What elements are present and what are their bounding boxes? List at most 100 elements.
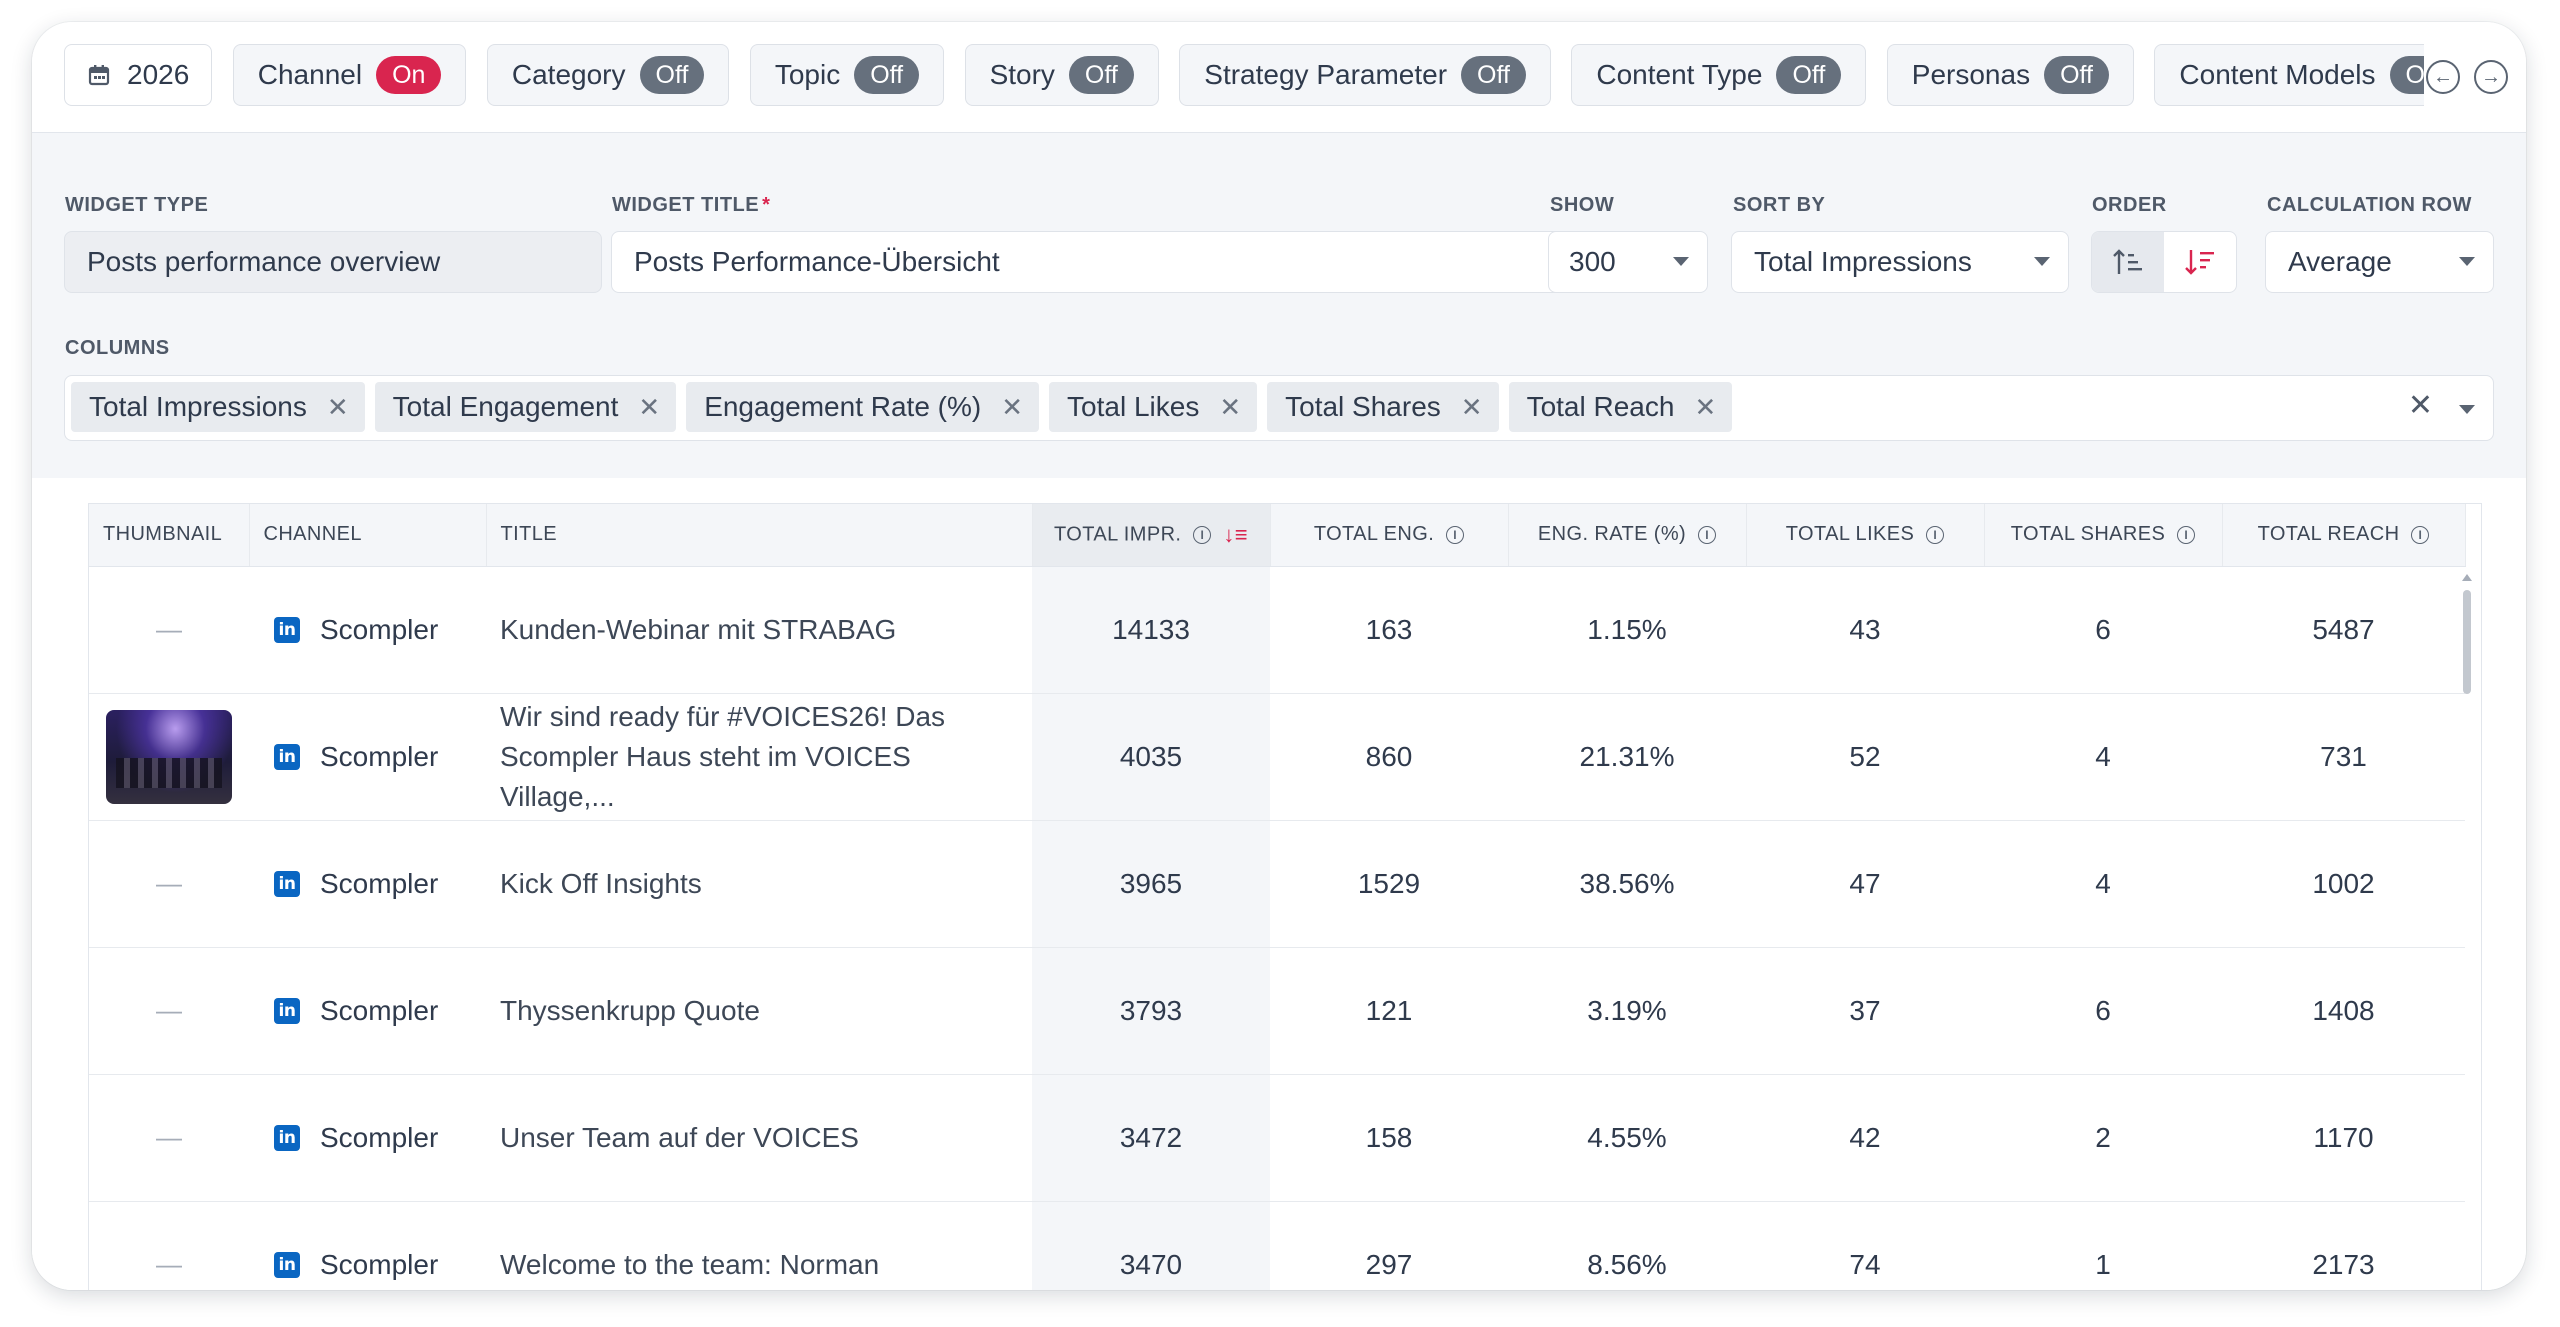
table-row[interactable]: — in Scompler Kunden-Webinar mit STRABAG 141… — [89, 566, 2465, 694]
linkedin-icon: in — [274, 616, 300, 643]
channel-cell: in Scompler — [249, 1074, 486, 1202]
arrow-left-circle-icon[interactable]: ← — [2426, 60, 2460, 94]
scroll-up-icon[interactable] — [2462, 574, 2472, 581]
scrollbar-thumb[interactable] — [2463, 590, 2471, 694]
calendar-icon — [88, 65, 110, 86]
cell-engagement: 163 — [1270, 566, 1508, 694]
columns-multiselect[interactable]: Total Impressions ✕ Total Engagement ✕ Eng… — [64, 375, 2494, 441]
filter-content-type[interactable]: Content Type Off — [1571, 44, 1867, 106]
post-thumbnail-image[interactable] — [106, 709, 232, 804]
sort-by-select[interactable]: Total Impressions — [1731, 231, 2069, 293]
order-label: Order — [2092, 194, 2167, 216]
cell-reach: 1170 — [2222, 1074, 2465, 1202]
post-title[interactable]: Kunden-Webinar mit STRABAG — [486, 566, 1032, 694]
post-title[interactable]: Wir sind ready für #VOICES26! Das Scompl… — [486, 693, 1032, 821]
cell-eng-rate: 1.15% — [1508, 566, 1746, 694]
header-total-impressions[interactable]: Total Impr. i ↓≡ — [1032, 504, 1271, 567]
cell-eng-rate: 38.56% — [1508, 820, 1746, 948]
clear-all-icon[interactable]: ✕ — [2407, 389, 2433, 422]
table-row[interactable]: — in Scompler Welcome to the team: Norman 34… — [89, 1201, 2465, 1290]
channel-cell: in Scompler — [249, 820, 486, 948]
show-select[interactable]: 300 — [1548, 231, 1708, 293]
info-icon[interactable]: i — [1446, 525, 1465, 544]
info-icon[interactable]: i — [2177, 525, 2196, 544]
chevron-down-icon — [2034, 257, 2050, 266]
table-area: Thumbnail Channel Title Total Impr. i ↓≡ T… — [32, 479, 2526, 1290]
widget-type-field: Posts performance overview — [64, 231, 602, 293]
linkedin-icon: in — [274, 997, 300, 1024]
column-tag-label: Total Reach — [1526, 391, 1675, 422]
filter-personas[interactable]: Personas Off — [1886, 44, 2134, 106]
chevron-down-icon[interactable] — [2459, 405, 2475, 414]
channel-name: Scompler — [320, 1248, 439, 1280]
cell-engagement: 860 — [1270, 693, 1508, 821]
info-icon[interactable]: i — [2411, 525, 2430, 544]
remove-tag-icon[interactable]: ✕ — [326, 391, 349, 422]
cell-engagement: 297 — [1270, 1201, 1508, 1290]
table-scrollbar[interactable] — [2461, 574, 2473, 1290]
post-title[interactable]: Unser Team auf der VOICES — [486, 1074, 1032, 1202]
table-body: — in Scompler Kunden-Webinar mit STRABAG 141… — [89, 566, 2465, 1290]
remove-tag-icon[interactable]: ✕ — [1460, 391, 1483, 422]
remove-tag-icon[interactable]: ✕ — [1001, 391, 1024, 422]
required-marker: * — [762, 194, 771, 216]
thumbnail-cell: — — [89, 1074, 249, 1202]
header-title[interactable]: Title — [486, 504, 1033, 567]
sort-desc-icon — [2185, 250, 2214, 275]
filter-channel[interactable]: Channel On — [232, 44, 467, 106]
order-descending-button[interactable] — [2164, 232, 2236, 292]
filter-state-badge: Off — [2389, 56, 2424, 94]
filter-bar: 2026 Channel On Category Off Topic Off Stor… — [32, 22, 2526, 133]
show-label: Show — [1550, 194, 1615, 216]
cell-eng-rate: 3.19% — [1508, 947, 1746, 1075]
header-total-likes[interactable]: Total Likes i — [1746, 504, 1985, 567]
header-total-shares[interactable]: Total Shares i — [1984, 504, 2223, 567]
header-channel[interactable]: Channel — [249, 504, 487, 567]
info-icon[interactable]: i — [1698, 525, 1717, 544]
order-ascending-button[interactable] — [2092, 232, 2164, 292]
widget-config-panel: Widget Type Posts performance overview W… — [32, 133, 2526, 478]
cell-shares: 1 — [1984, 1201, 2222, 1290]
filter-topic[interactable]: Topic Off — [749, 44, 945, 106]
filter-category[interactable]: Category Off — [486, 44, 730, 106]
filter-label: Strategy Parameter — [1204, 59, 1448, 90]
table-row[interactable]: — in Scompler Unser Team auf der VOICES 3472… — [89, 1074, 2465, 1202]
table-row[interactable]: — in Scompler Thyssenkrupp Quote 3793 121 3.19… — [89, 947, 2465, 1075]
header-engagement-rate[interactable]: Eng. Rate (%) i — [1508, 504, 1747, 567]
chevron-down-icon — [1673, 257, 1689, 266]
widget-title-label-text: Widget Title — [612, 194, 760, 216]
year-selector[interactable]: 2026 — [64, 44, 213, 106]
remove-tag-icon[interactable]: ✕ — [1219, 391, 1242, 422]
filter-content-models[interactable]: Content Models Off — [2154, 44, 2424, 106]
filter-strategy-parameter[interactable]: Strategy Parameter Off — [1179, 44, 1551, 106]
order-toggle — [2091, 231, 2237, 293]
info-icon[interactable]: i — [1193, 525, 1212, 544]
cell-reach: 1002 — [2222, 820, 2465, 948]
channel-name: Scompler — [320, 740, 439, 772]
thumbnail-cell: — — [89, 947, 249, 1075]
calculation-row-select[interactable]: Average — [2265, 231, 2494, 293]
sort-by-value: Total Impressions — [1754, 246, 1972, 277]
filter-state-badge: Off — [2044, 56, 2109, 94]
cell-impressions: 3470 — [1032, 1201, 1270, 1290]
table-row[interactable]: — in Scompler Kick Off Insights 3965 1529 38.5… — [89, 820, 2465, 948]
table-row[interactable]: in Scompler Wir sind ready für #VOICES26! … — [89, 693, 2465, 821]
sort-asc-icon — [2113, 249, 2142, 274]
sort-by-label: Sort By — [1733, 194, 1826, 216]
post-title[interactable]: Thyssenkrupp Quote — [486, 947, 1032, 1075]
columns-label: Columns — [65, 337, 170, 359]
header-total-engagement[interactable]: Total Eng. i — [1270, 504, 1509, 567]
remove-tag-icon[interactable]: ✕ — [1694, 391, 1717, 422]
channel-name: Scompler — [320, 1121, 439, 1153]
filter-label: Personas — [1911, 59, 2031, 90]
info-icon[interactable]: i — [1926, 525, 1945, 544]
widget-title-input[interactable]: Posts Performance-Übersicht — [611, 231, 1591, 293]
cell-likes: 43 — [1746, 566, 1984, 694]
post-title[interactable]: Welcome to the team: Norman — [486, 1201, 1032, 1290]
filter-story[interactable]: Story Off — [964, 44, 1159, 106]
post-title[interactable]: Kick Off Insights — [486, 820, 1032, 948]
header-total-reach[interactable]: Total Reach i — [2222, 504, 2466, 567]
filter-state-badge: Off — [639, 56, 705, 94]
arrow-right-circle-icon[interactable]: → — [2474, 60, 2508, 94]
remove-tag-icon[interactable]: ✕ — [638, 391, 661, 422]
